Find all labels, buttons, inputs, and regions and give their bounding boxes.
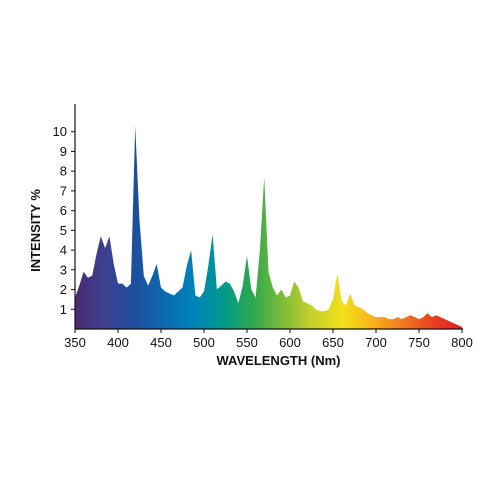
y-tick-label: 10 (53, 124, 67, 139)
y-tick-label: 1 (60, 302, 67, 317)
y-tick-label: 9 (60, 144, 67, 159)
y-axis: 1 2 3 4 5 6 7 8 9 10 (53, 104, 76, 329)
y-axis-title: INTENSITY % (28, 189, 43, 272)
x-tick-label: 550 (236, 335, 258, 350)
x-tick-label: 450 (150, 335, 172, 350)
x-tick-label: 800 (451, 335, 473, 350)
x-tick-label: 400 (107, 335, 129, 350)
x-tick-label: 600 (279, 335, 301, 350)
x-axis: 350 400 450 500 550 600 650 700 750 800 (64, 328, 473, 350)
x-tick-label: 750 (408, 335, 430, 350)
y-tick-label: 4 (60, 243, 67, 258)
y-tick-label: 8 (60, 164, 67, 179)
y-tick-label: 6 (60, 203, 67, 218)
y-tick-label: 3 (60, 262, 67, 277)
x-tick-label: 500 (193, 335, 215, 350)
y-tick-label: 7 (60, 183, 67, 198)
spectrum-area-series-0 (75, 125, 462, 329)
x-axis-title: WAVELENGTH (Nm) (217, 353, 341, 368)
y-tick-label: 5 (60, 223, 67, 238)
x-tick-label: 650 (322, 335, 344, 350)
x-tick-label: 350 (64, 335, 86, 350)
y-tick-label: 2 (60, 282, 67, 297)
x-tick-label: 700 (365, 335, 387, 350)
plot-area (75, 125, 462, 329)
